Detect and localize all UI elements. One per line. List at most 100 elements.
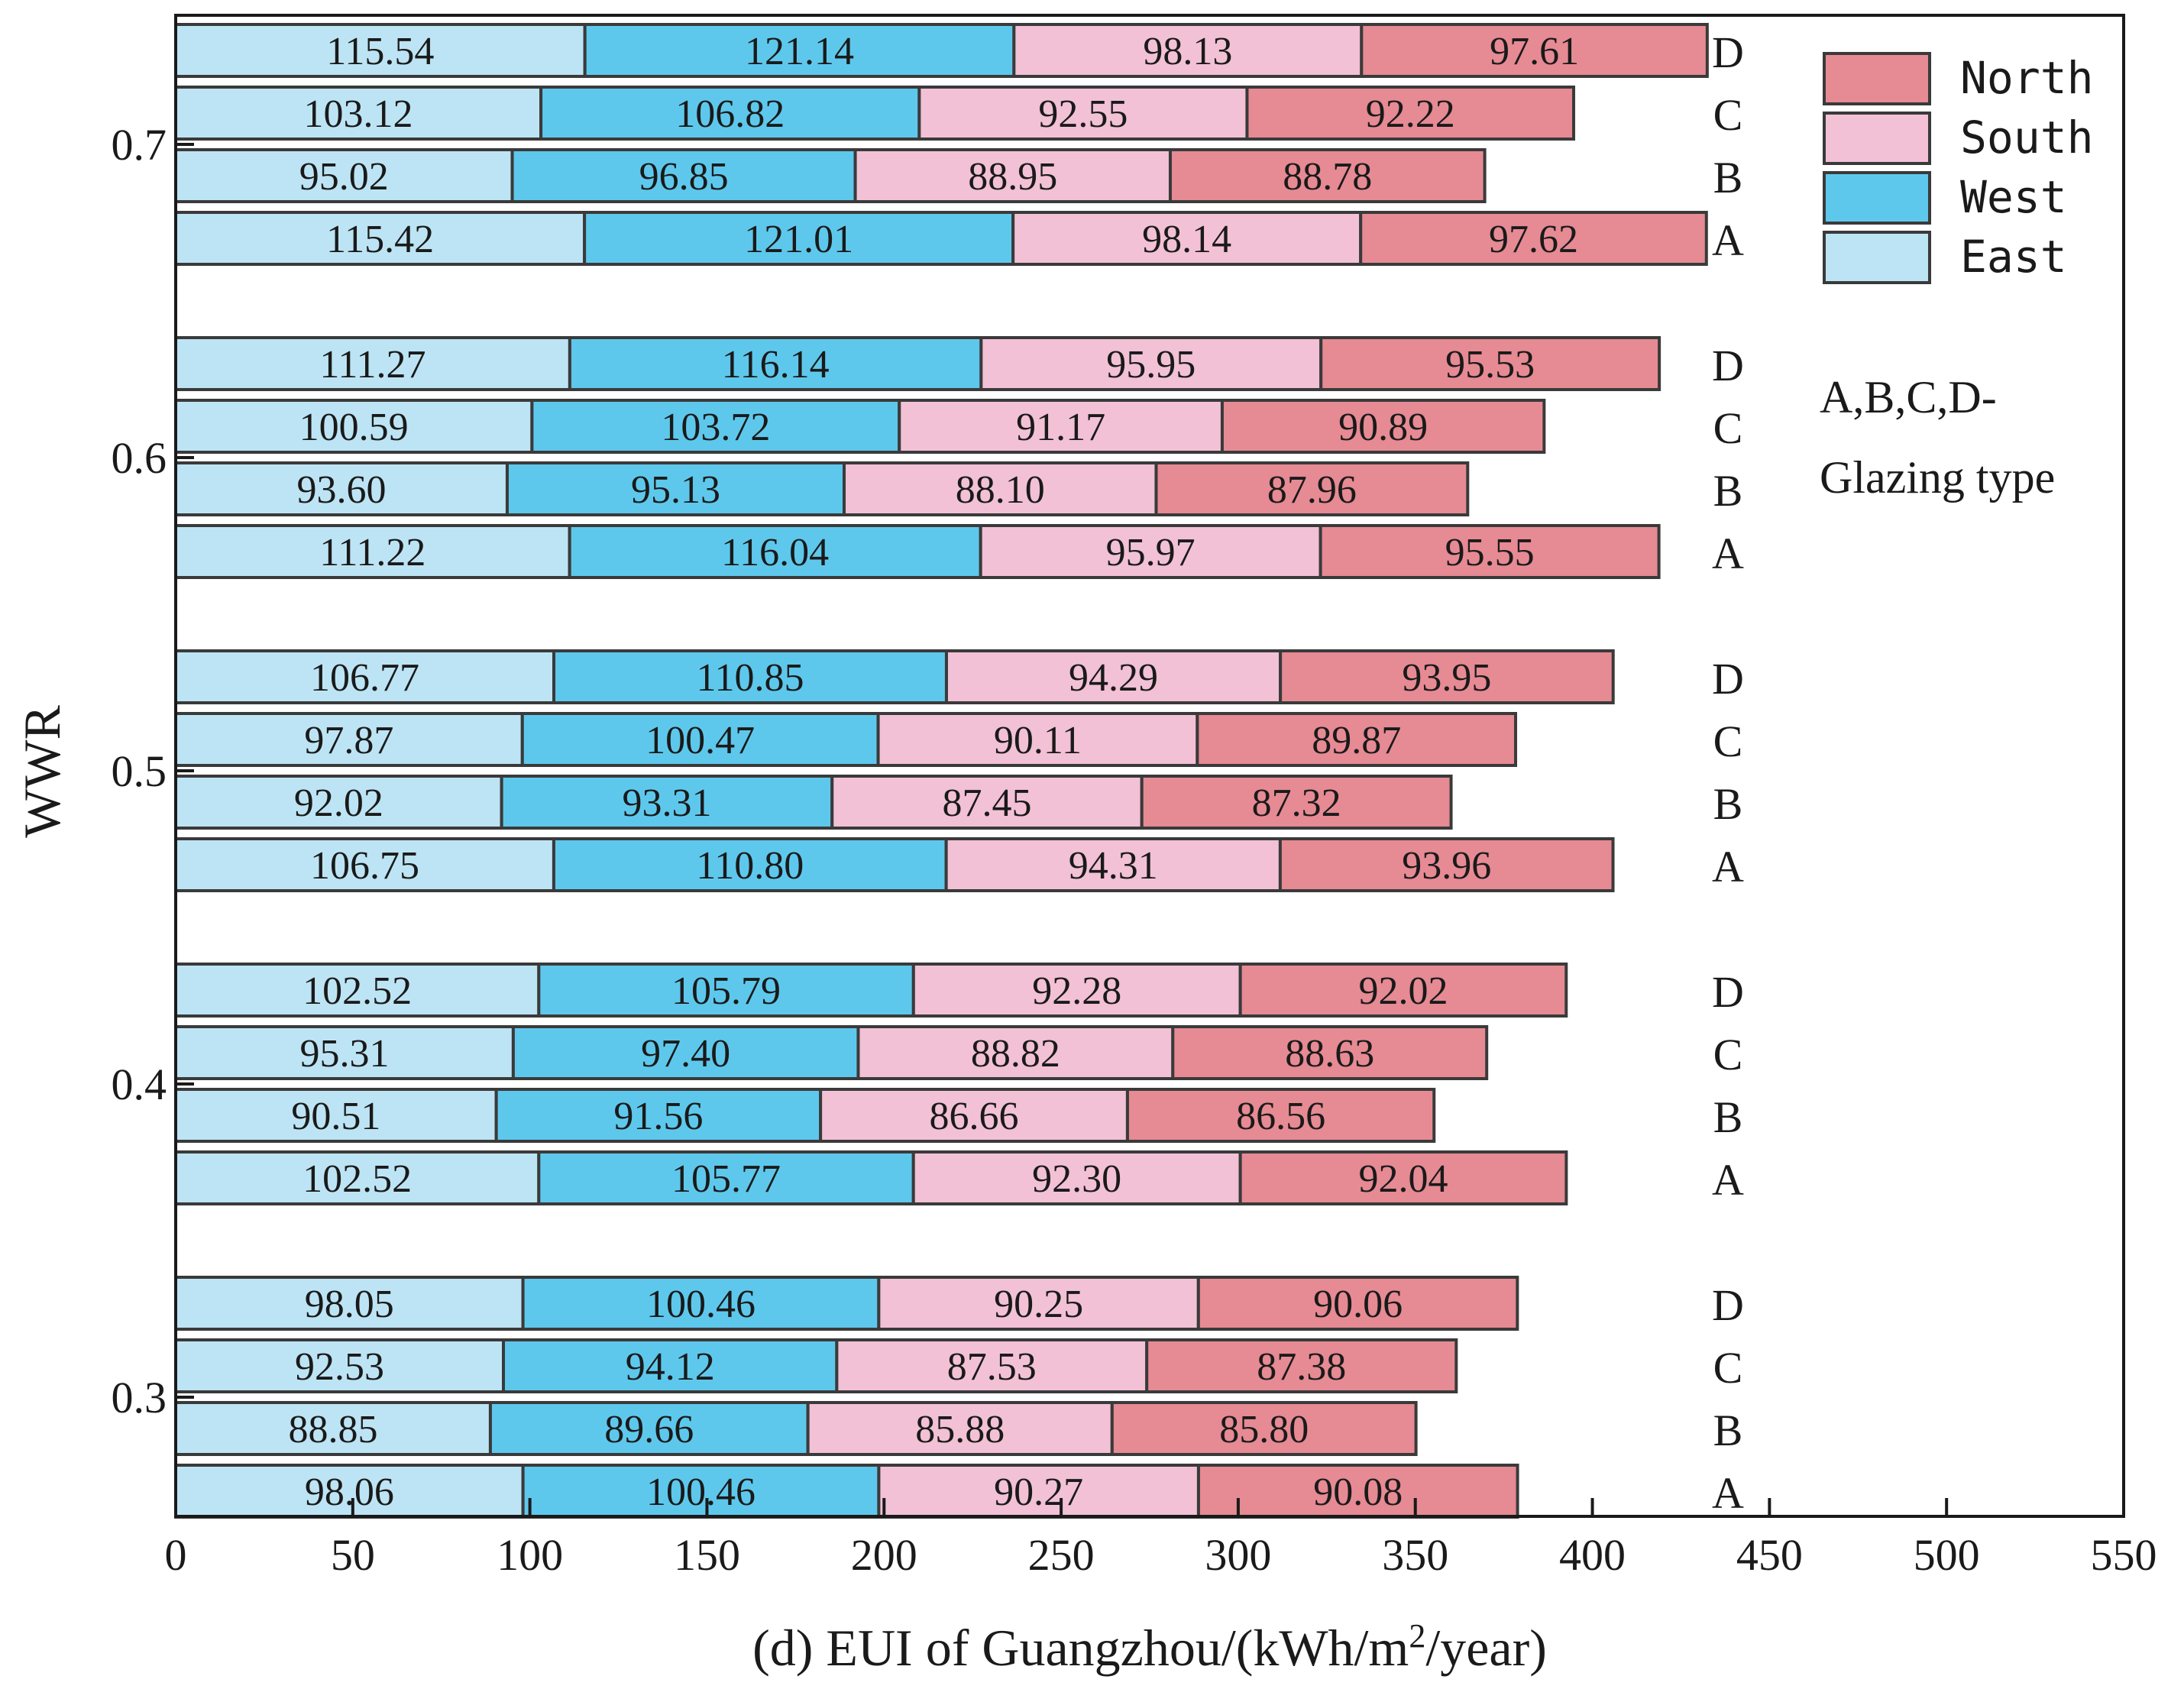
bar-segment-south-wwr-0.5-B bbox=[830, 775, 1144, 830]
bar-segment-east-wwr-0.5-C bbox=[174, 712, 524, 767]
legend-label-north: North bbox=[1960, 52, 2094, 104]
bar-value-label: 110.85 bbox=[696, 656, 804, 700]
glazing-type-label-C: C bbox=[1713, 717, 1743, 766]
glazing-type-label-A: A bbox=[1712, 842, 1744, 891]
bar-value-label: 115.54 bbox=[326, 30, 434, 73]
bar-value-label: 93.60 bbox=[296, 468, 386, 512]
y-tick-label-wwr: 0.3 bbox=[112, 1373, 167, 1422]
legend-label-west: West bbox=[1960, 171, 2067, 223]
bar-value-label: 111.22 bbox=[319, 531, 425, 574]
y-tick-label-wwr: 0.4 bbox=[112, 1060, 167, 1109]
bar-segment-east-wwr-0.3-B bbox=[174, 1401, 492, 1456]
glazing-type-label-B: B bbox=[1713, 779, 1743, 829]
bar-value-label: 97.87 bbox=[304, 719, 393, 762]
bar-segment-north-wwr-0.3-C bbox=[1145, 1338, 1458, 1393]
bar-segment-north-wwr-0.5-C bbox=[1196, 712, 1518, 767]
bar-value-label: 85.88 bbox=[915, 1408, 1005, 1451]
bar-segment-west-wwr-0.3-B bbox=[488, 1401, 810, 1456]
bar-segment-west-wwr-0.5-C bbox=[520, 712, 880, 767]
bar-value-label: 116.04 bbox=[721, 531, 829, 574]
legend: North South West East bbox=[1818, 37, 2094, 300]
bar-value-label: 95.53 bbox=[1445, 343, 1535, 387]
bar-segment-east-wwr-0.4-C bbox=[174, 1025, 515, 1080]
bar-segment-west-wwr-0.7-C bbox=[539, 86, 921, 141]
bar-segment-east-wwr-0.6-A bbox=[174, 524, 571, 579]
x-axis-title-main: (d) EUI of Guangzhou/(kWh/m bbox=[752, 1619, 1409, 1677]
bar-value-label: 86.56 bbox=[1236, 1095, 1325, 1138]
x-tick-label: 450 bbox=[1736, 1530, 1803, 1580]
x-tick-label: 0 bbox=[165, 1530, 187, 1580]
bar-value-label: 90.51 bbox=[291, 1095, 380, 1138]
bar-value-label: 92.53 bbox=[295, 1345, 384, 1389]
bar-segment-west-wwr-0.6-C bbox=[530, 399, 901, 454]
bar-segment-north-wwr-0.6-A bbox=[1318, 524, 1661, 579]
bar-segment-east-wwr-0.4-A bbox=[174, 1150, 541, 1205]
bar-value-label: 100.46 bbox=[646, 1283, 756, 1326]
bar-segment-north-wwr-0.7-A bbox=[1359, 211, 1708, 266]
bar-value-label: 106.82 bbox=[675, 92, 785, 136]
bar-segment-west-wwr-0.5-D bbox=[552, 649, 948, 704]
glazing-note-line2: Glazing type bbox=[1820, 452, 2055, 503]
bar-segment-south-wwr-0.3-D bbox=[877, 1276, 1200, 1331]
y-tick-label-wwr: 0.7 bbox=[112, 120, 167, 170]
bar-value-label: 88.82 bbox=[971, 1032, 1060, 1076]
glazing-type-label-A: A bbox=[1712, 529, 1744, 578]
x-tick-label: 250 bbox=[1028, 1530, 1095, 1580]
bar-segment-south-wwr-0.4-A bbox=[911, 1150, 1242, 1205]
bar-value-label: 100.46 bbox=[646, 1471, 756, 1514]
x-tick-label: 350 bbox=[1382, 1530, 1448, 1580]
x-tick-label: 150 bbox=[674, 1530, 740, 1580]
bar-segment-west-wwr-0.4-A bbox=[537, 1150, 915, 1205]
bar-segment-north-wwr-0.3-D bbox=[1196, 1276, 1519, 1331]
bar-segment-north-wwr-0.5-B bbox=[1140, 775, 1453, 830]
bar-segment-west-wwr-0.7-A bbox=[583, 211, 1015, 266]
glazing-type-label-D: D bbox=[1712, 654, 1744, 704]
bar-value-label: 88.85 bbox=[288, 1408, 377, 1451]
bar-value-label: 90.89 bbox=[1338, 406, 1428, 449]
bar-segment-south-wwr-0.6-B bbox=[843, 461, 1158, 516]
bar-value-label: 115.42 bbox=[326, 218, 434, 261]
bar-segment-south-wwr-0.7-A bbox=[1011, 211, 1363, 266]
bar-segment-north-wwr-0.5-A bbox=[1278, 837, 1615, 892]
bar-value-label: 90.06 bbox=[1313, 1283, 1403, 1326]
x-tick-label: 550 bbox=[2091, 1530, 2157, 1580]
bar-value-label: 86.66 bbox=[930, 1095, 1019, 1138]
bar-value-label: 95.55 bbox=[1445, 531, 1535, 574]
bar-segment-south-wwr-0.5-C bbox=[876, 712, 1199, 767]
x-tick-label: 400 bbox=[1559, 1530, 1626, 1580]
bar-segment-west-wwr-0.5-A bbox=[552, 837, 948, 892]
bar-value-label: 88.10 bbox=[956, 468, 1045, 512]
bar-segment-east-wwr-0.5-A bbox=[174, 837, 555, 892]
bar-value-label: 98.13 bbox=[1143, 30, 1232, 73]
glazing-type-label-B: B bbox=[1713, 466, 1743, 516]
x-tick-label: 50 bbox=[331, 1530, 375, 1580]
glazing-type-label-A: A bbox=[1712, 1468, 1744, 1518]
bar-value-label: 90.25 bbox=[994, 1283, 1083, 1326]
bar-value-label: 121.14 bbox=[745, 30, 854, 73]
bar-value-label: 110.80 bbox=[696, 844, 804, 888]
bar-segment-west-wwr-0.5-B bbox=[500, 775, 834, 830]
x-tick-label: 200 bbox=[851, 1530, 917, 1580]
bar-value-label: 111.27 bbox=[319, 343, 425, 387]
bar-value-label: 87.45 bbox=[942, 781, 1031, 825]
bar-segment-west-wwr-0.3-A bbox=[521, 1464, 881, 1519]
glazing-note-line1: A,B,C,D- bbox=[1820, 372, 1997, 422]
glazing-type-label-D: D bbox=[1712, 341, 1744, 390]
bar-segment-south-wwr-0.3-C bbox=[835, 1338, 1149, 1393]
x-axis-title-tail: /year) bbox=[1425, 1619, 1547, 1677]
bar-segment-south-wwr-0.6-C bbox=[898, 399, 1224, 454]
bar-value-label: 95.02 bbox=[299, 155, 389, 199]
bar-segment-west-wwr-0.6-A bbox=[568, 524, 982, 579]
bar-value-label: 87.32 bbox=[1252, 781, 1341, 825]
glazing-type-label-A: A bbox=[1712, 215, 1744, 265]
bar-segment-north-wwr-0.6-B bbox=[1154, 461, 1470, 516]
bar-segment-west-wwr-0.4-D bbox=[537, 963, 915, 1018]
glazing-type-label-C: C bbox=[1713, 1343, 1743, 1393]
bar-value-label: 95.97 bbox=[1106, 531, 1196, 574]
bar-value-label: 96.85 bbox=[639, 155, 729, 199]
bar-value-label: 102.52 bbox=[303, 1157, 412, 1201]
bar-value-label: 88.63 bbox=[1285, 1032, 1374, 1076]
bar-value-label: 92.02 bbox=[1358, 969, 1448, 1013]
